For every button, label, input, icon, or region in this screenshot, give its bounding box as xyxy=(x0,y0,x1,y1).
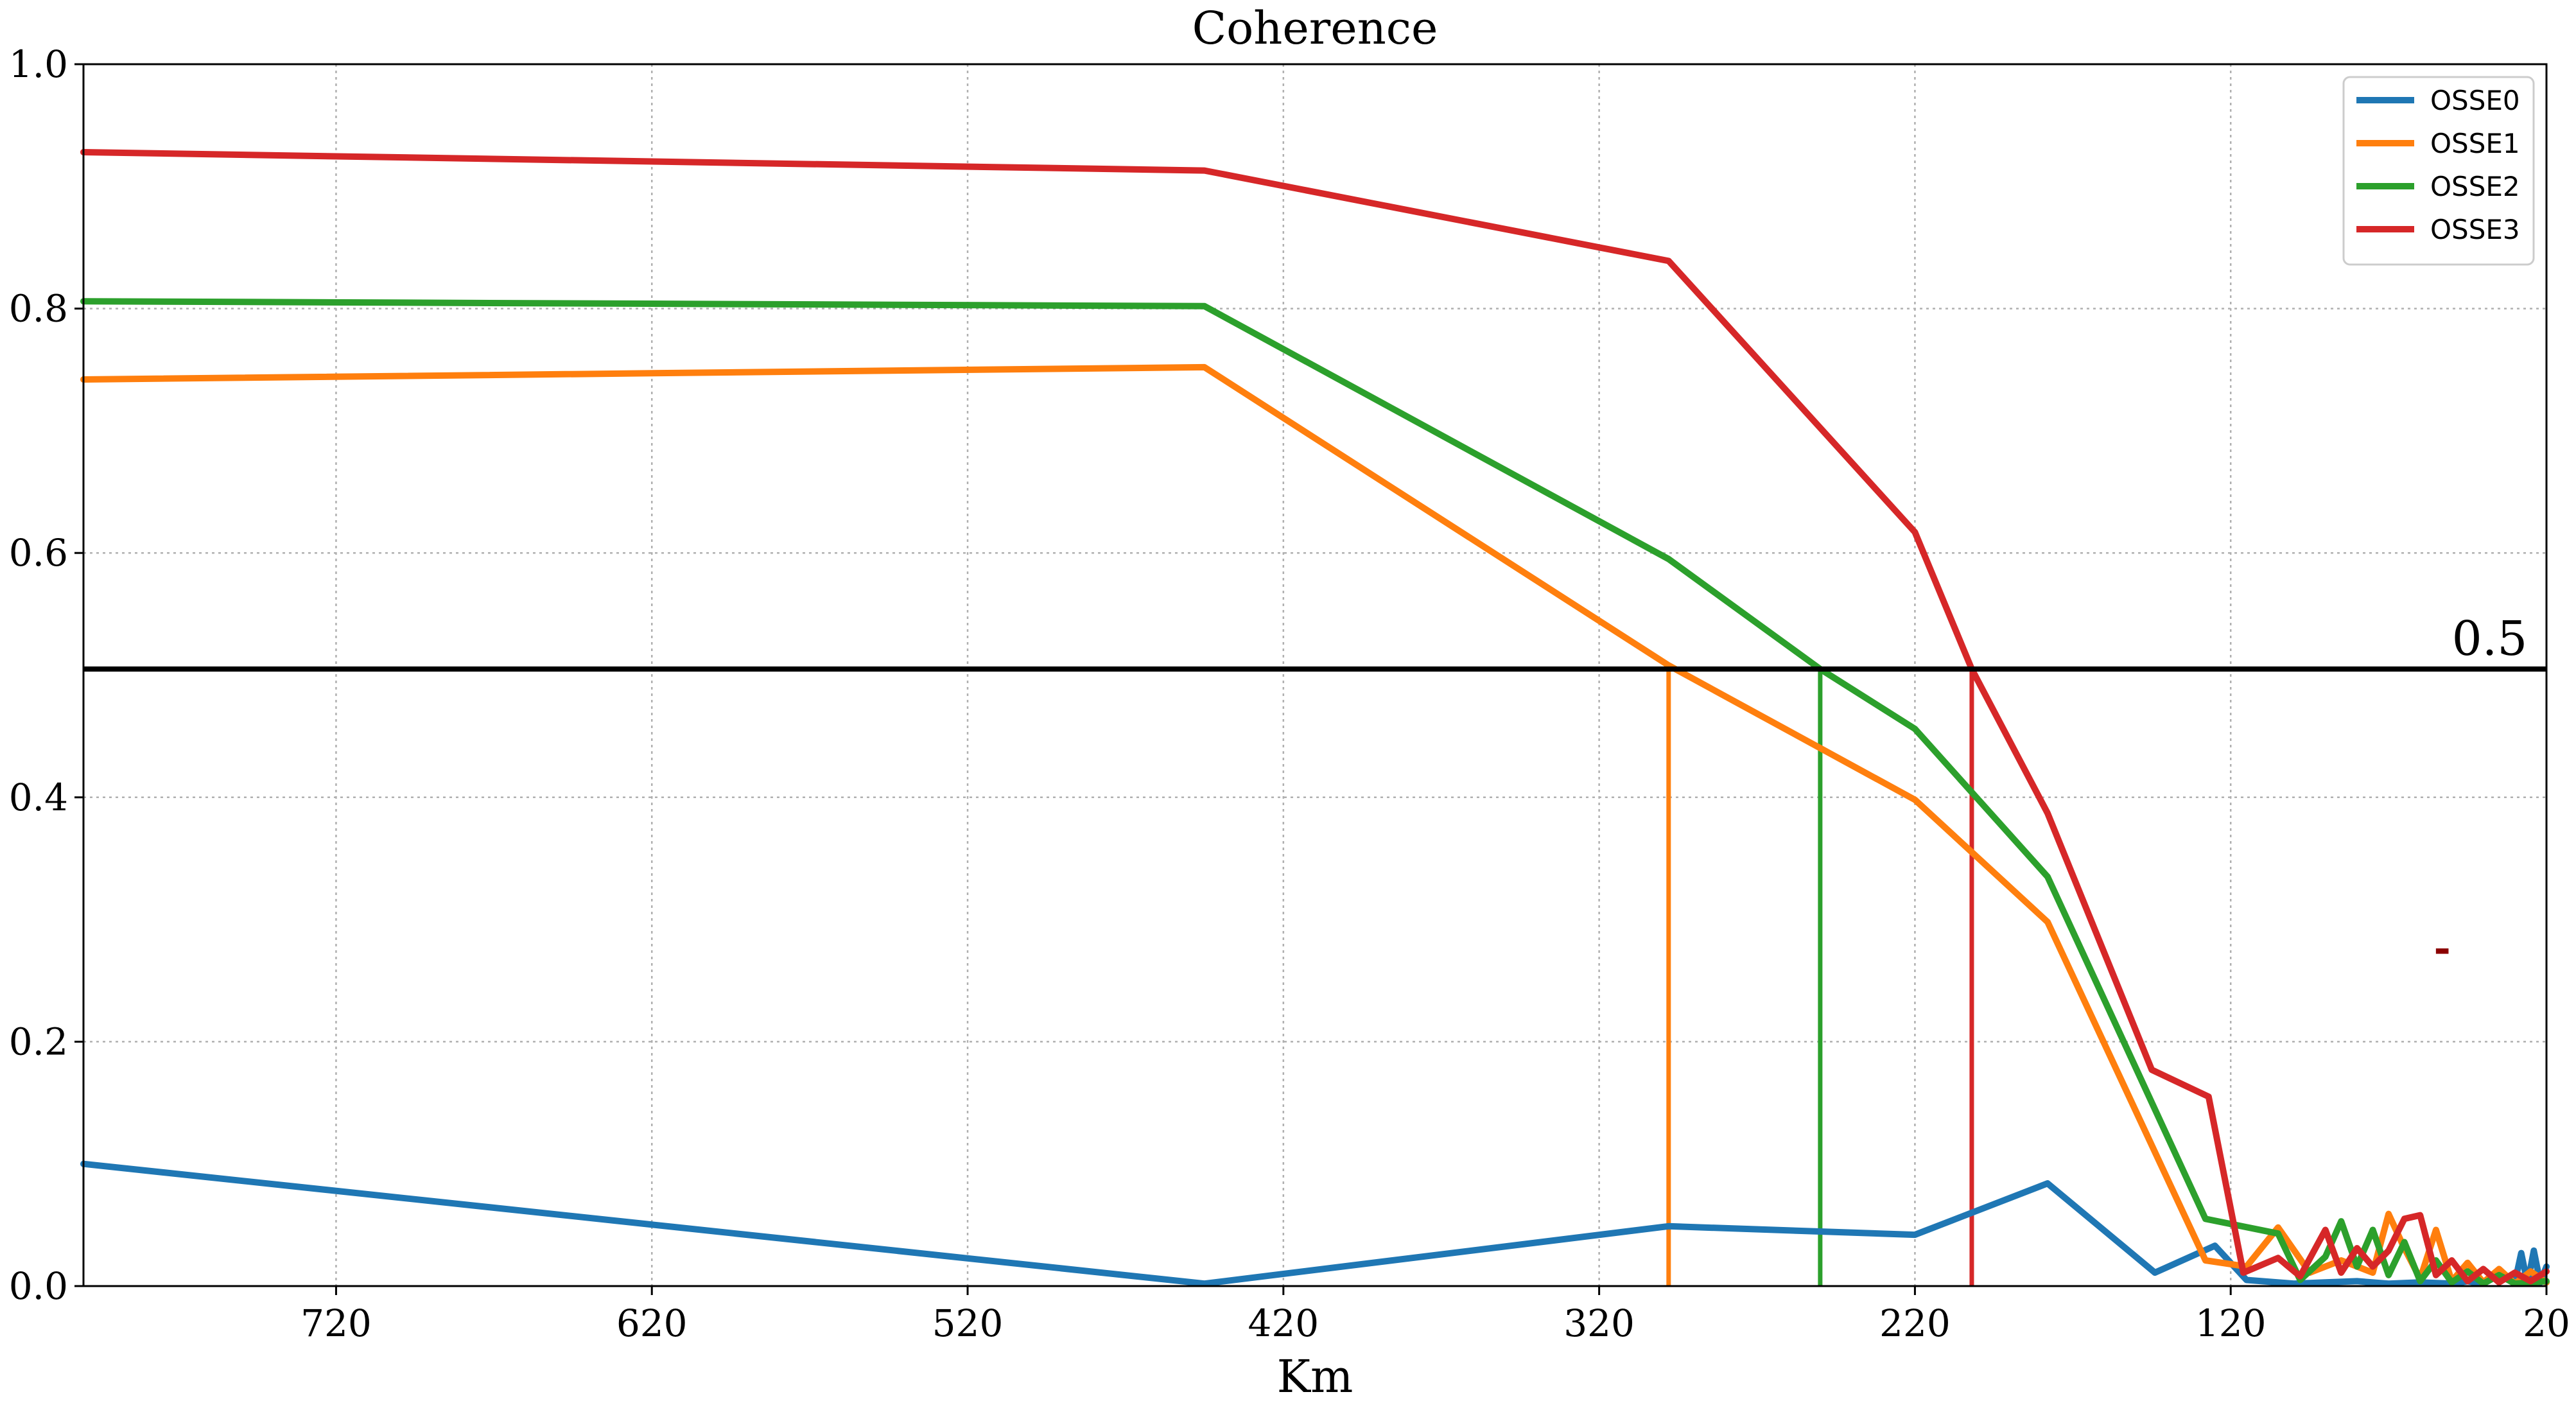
y-tick-label: 0.0 xyxy=(9,1264,68,1308)
x-axis-label: Km xyxy=(1277,1350,1353,1401)
y-tick-label: 0.6 xyxy=(9,531,68,575)
x-tick-label: 220 xyxy=(1879,1301,1951,1345)
annotations: - xyxy=(2433,925,2451,973)
data-series xyxy=(80,149,2550,1287)
y-axis-ticks: 0.0 0.2 0.4 0.6 0.8 1.0 xyxy=(9,42,83,1308)
y-tick-label: 0.4 xyxy=(9,776,68,819)
plot-frame xyxy=(82,63,2548,1287)
y-tick-label: 1.0 xyxy=(9,42,68,86)
x-tick-label: 420 xyxy=(1248,1301,1319,1345)
legend-label-osse1: OSSE1 xyxy=(2430,128,2520,159)
x-tick-label: 720 xyxy=(300,1301,372,1345)
y-tick-label: 0.2 xyxy=(9,1020,68,1063)
x-tick-label: 620 xyxy=(616,1301,688,1345)
legend-label-osse2: OSSE2 xyxy=(2430,171,2520,202)
annotation-mark: - xyxy=(2433,925,2451,973)
legend-box xyxy=(2342,76,2535,266)
x-axis-ticks: 720 620 520 420 320 220 120 20 xyxy=(300,1286,2570,1345)
x-tick-label: 320 xyxy=(1563,1301,1635,1345)
x-tick-label: 120 xyxy=(2195,1301,2267,1345)
x-tick-label: 520 xyxy=(932,1301,1004,1345)
series-line-osse0 xyxy=(80,1160,2550,1287)
legend-label-osse3: OSSE3 xyxy=(2430,214,2520,245)
threshold-label: 0.5 xyxy=(2452,611,2528,666)
legend-label-osse0: OSSE0 xyxy=(2430,85,2520,116)
threshold-line-group: 0.5 xyxy=(83,611,2546,672)
legend: OSSE0 OSSE1 OSSE2 OSSE3 xyxy=(2342,76,2535,266)
series-line-osse3 xyxy=(80,149,2550,1286)
y-tick-label: 0.8 xyxy=(9,287,68,331)
x-tick-label: 20 xyxy=(2523,1301,2570,1345)
threshold-crossing-lines xyxy=(1666,668,1974,1286)
chart-title: Coherence xyxy=(1192,2,1438,55)
